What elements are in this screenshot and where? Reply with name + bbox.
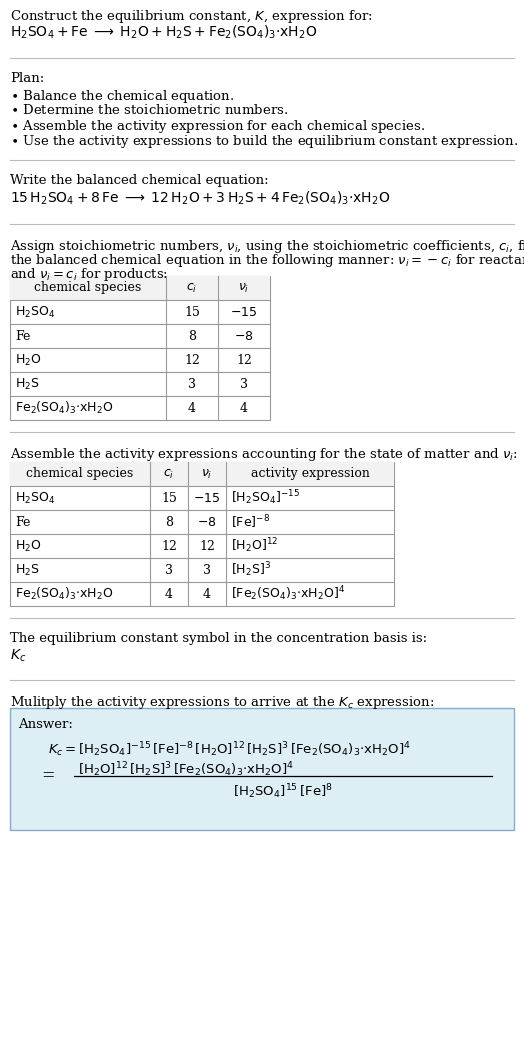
Text: $\nu_i$: $\nu_i$ [238,282,250,294]
Text: $-8$: $-8$ [197,515,217,529]
Text: $[\mathrm{H_2S}]^3$: $[\mathrm{H_2S}]^3$ [231,561,271,579]
Text: Write the balanced chemical equation:: Write the balanced chemical equation: [10,174,269,187]
Text: $[\mathrm{H_2O}]^{12}\,[\mathrm{H_2S}]^3\,[\mathrm{Fe_2(SO_4)_3{\cdot}xH_2O}]^4$: $[\mathrm{H_2O}]^{12}\,[\mathrm{H_2S}]^3… [78,760,294,779]
Text: $-8$: $-8$ [234,330,254,342]
Text: 12: 12 [236,354,252,366]
Text: $\mathrm{H_2O}$: $\mathrm{H_2O}$ [15,353,41,367]
Text: $-15$: $-15$ [193,491,221,505]
Text: Assign stoichiometric numbers, $\nu_i$, using the stoichiometric coefficients, $: Assign stoichiometric numbers, $\nu_i$, … [10,238,524,254]
Text: $\mathrm{H_2O}$: $\mathrm{H_2O}$ [15,538,41,554]
Text: $\bullet$ Balance the chemical equation.: $\bullet$ Balance the chemical equation. [10,88,234,105]
Text: $K_c = [\mathrm{H_2SO_4}]^{-15}\,[\mathrm{Fe}]^{-8}\,[\mathrm{H_2O}]^{12}\,[\mat: $K_c = [\mathrm{H_2SO_4}]^{-15}\,[\mathr… [48,739,411,758]
Text: $[\mathrm{H_2SO_4}]^{15}\,[\mathrm{Fe}]^8$: $[\mathrm{H_2SO_4}]^{15}\,[\mathrm{Fe}]^… [233,782,333,801]
Text: $[\mathrm{Fe_2(SO_4)_3{\cdot}xH_2O}]^4$: $[\mathrm{Fe_2(SO_4)_3{\cdot}xH_2O}]^4$ [231,585,345,603]
Text: $K_c$: $K_c$ [10,648,26,664]
Text: activity expression: activity expression [250,467,369,481]
Text: $\mathrm{H_2S}$: $\mathrm{H_2S}$ [15,377,40,391]
Text: $15\,\mathrm{H_2SO_4} + 8\,\mathrm{Fe} \;\longrightarrow\; 12\,\mathrm{H_2O} + 3: $15\,\mathrm{H_2SO_4} + 8\,\mathrm{Fe} \… [10,190,390,208]
Text: 4: 4 [203,587,211,601]
Text: 12: 12 [199,539,215,553]
Bar [10,462,394,606]
Text: $c_i$: $c_i$ [163,467,174,481]
Text: $\mathrm{Fe_2(SO_4)_3{\cdot}xH_2O}$: $\mathrm{Fe_2(SO_4)_3{\cdot}xH_2O}$ [15,399,114,416]
Bar [10,462,394,486]
Text: 3: 3 [165,563,173,577]
Text: 3: 3 [203,563,211,577]
Text: $[\mathrm{Fe}]^{-8}$: $[\mathrm{Fe}]^{-8}$ [231,513,270,531]
Text: $\bullet$ Use the activity expressions to build the equilibrium constant express: $\bullet$ Use the activity expressions t… [10,134,518,150]
Text: 8: 8 [165,515,173,529]
Text: Fe: Fe [15,330,30,342]
Text: and $\nu_i = c_i$ for products:: and $\nu_i = c_i$ for products: [10,266,168,283]
Text: =: = [41,768,54,784]
Text: Construct the equilibrium constant, $K$, expression for:: Construct the equilibrium constant, $K$,… [10,8,373,25]
Text: the balanced chemical equation in the following manner: $\nu_i = -c_i$ for react: the balanced chemical equation in the fo… [10,252,524,269]
Text: $\mathrm{H_2S}$: $\mathrm{H_2S}$ [15,562,40,578]
Text: 3: 3 [188,378,196,390]
Text: 12: 12 [184,354,200,366]
Text: $\bullet$ Determine the stoichiometric numbers.: $\bullet$ Determine the stoichiometric n… [10,103,288,117]
Text: 15: 15 [184,306,200,318]
Text: 4: 4 [240,402,248,414]
Text: 4: 4 [165,587,173,601]
Text: $[\mathrm{H_2O}]^{12}$: $[\mathrm{H_2O}]^{12}$ [231,537,278,555]
Text: Mulitply the activity expressions to arrive at the $K_c$ expression:: Mulitply the activity expressions to arr… [10,694,434,711]
Text: 4: 4 [188,402,196,414]
Text: $[\mathrm{H_2SO_4}]^{-15}$: $[\mathrm{H_2SO_4}]^{-15}$ [231,489,300,507]
Text: $\mathrm{H_2SO_4}$: $\mathrm{H_2SO_4}$ [15,490,56,506]
Text: 15: 15 [161,491,177,505]
Text: $\nu_i$: $\nu_i$ [201,467,213,481]
Text: chemical species: chemical species [35,282,141,294]
Text: 3: 3 [240,378,248,390]
Bar [10,276,270,300]
Text: $\mathrm{Fe_2(SO_4)_3{\cdot}xH_2O}$: $\mathrm{Fe_2(SO_4)_3{\cdot}xH_2O}$ [15,586,114,602]
Text: The equilibrium constant symbol in the concentration basis is:: The equilibrium constant symbol in the c… [10,632,427,645]
Bar [10,708,514,830]
Text: 12: 12 [161,539,177,553]
Text: Answer:: Answer: [18,718,73,731]
Text: $\mathrm{H_2SO_4} + \mathrm{Fe} \;\longrightarrow\; \mathrm{H_2O} + \mathrm{H_2S: $\mathrm{H_2SO_4} + \mathrm{Fe} \;\longr… [10,24,317,42]
Text: chemical species: chemical species [26,467,134,481]
Text: Assemble the activity expressions accounting for the state of matter and $\nu_i$: Assemble the activity expressions accoun… [10,446,518,463]
Bar [10,276,270,420]
Text: $\bullet$ Assemble the activity expression for each chemical species.: $\bullet$ Assemble the activity expressi… [10,118,425,135]
Text: $-15$: $-15$ [231,306,258,318]
Text: $c_i$: $c_i$ [187,282,198,294]
Text: Plan:: Plan: [10,72,44,84]
Text: $\mathrm{H_2SO_4}$: $\mathrm{H_2SO_4}$ [15,305,56,319]
Text: 8: 8 [188,330,196,342]
Text: Fe: Fe [15,515,30,529]
